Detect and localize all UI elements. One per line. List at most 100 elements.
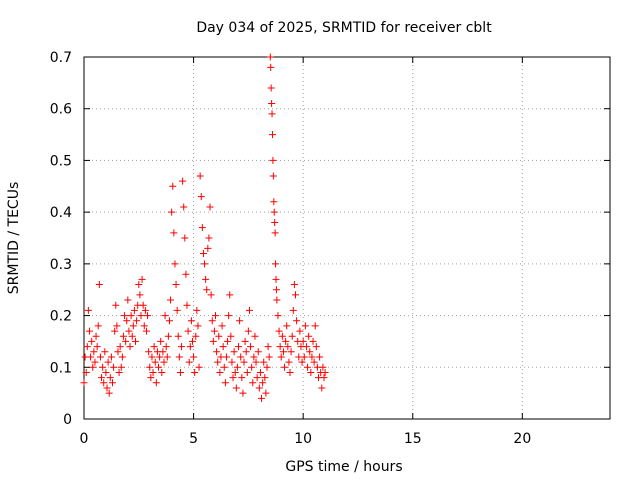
data-point [93,343,101,351]
x-tick-label: 20 [513,431,531,447]
data-point [96,353,104,361]
data-point [214,358,222,366]
data-point [108,379,116,387]
data-point [155,363,163,371]
data-point [260,358,268,366]
data-point [172,281,180,289]
data-point [248,363,256,371]
data-point [270,198,278,206]
plot-frame [83,56,611,420]
data-point [92,332,100,340]
data-point [284,343,292,351]
data-point [305,332,313,340]
data-point [302,343,310,351]
data-point [288,332,296,340]
data-point [278,332,286,340]
data-point [99,363,107,371]
data-point [237,353,245,361]
data-point [144,312,152,320]
data-point [145,348,153,356]
data-point [221,379,229,387]
data-point [139,301,147,309]
data-point [241,337,249,345]
data-point [272,260,280,268]
data-point [146,363,154,371]
data-point [184,327,192,335]
chart-title: Day 034 of 2025, SRMTID for receiver cbl… [196,20,492,36]
data-point [298,358,306,366]
data-point [147,374,155,382]
data-point [110,363,118,371]
data-point [287,348,295,356]
data-point [162,343,170,351]
data-point [271,218,279,226]
data-point [180,203,188,211]
data-point [304,363,312,371]
data-point [156,353,164,361]
data-point [283,322,291,330]
data-point [150,343,158,351]
data-point [175,353,183,361]
data-point [136,291,144,299]
data-point [212,312,219,320]
data-point [192,332,200,340]
y-tick-label: 0.6 [50,102,72,118]
data-point [272,275,280,283]
data-point [80,379,88,387]
grid [84,57,610,419]
data-point [281,363,289,371]
data-point [128,332,136,340]
data-point [185,358,193,366]
data-point [206,203,214,211]
data-point [174,332,182,340]
data-point [140,322,148,330]
data-point [202,275,210,283]
data-point [124,296,132,304]
data-point [269,156,277,164]
data-point [312,343,320,351]
data-point [225,312,233,320]
x-tick-label: 5 [189,431,198,447]
data-point [255,384,263,392]
data-point [285,358,293,366]
data-point [275,327,283,335]
data-point [258,394,266,402]
data-point [301,322,309,330]
data-point [167,296,175,304]
data-point [307,368,315,376]
data-point [213,348,221,356]
data-point [98,374,106,382]
data-point [277,353,285,361]
data-point [231,368,239,376]
data-point [164,332,172,340]
data-point [262,389,270,397]
data-point [103,384,111,392]
data-point [230,348,238,356]
data-point [316,353,324,361]
data-point [254,348,262,356]
data-point [89,363,97,371]
axis-ticks: 0 0.1 0.2 0.3 0.4 0.5 0.6 0.7 0 5 10 15 20 [50,50,610,447]
data-point [186,343,194,351]
data-point [310,358,318,366]
data-point [152,379,160,387]
data-point [122,337,130,345]
x-axis-label: GPS time / hours [285,459,402,475]
data-point [266,53,274,61]
data-point [270,208,278,216]
data-point [118,353,126,361]
data-point [233,363,241,371]
data-point [133,317,141,325]
data-point [84,306,92,314]
data-point [296,327,304,335]
data-point [265,353,273,361]
y-tick-label: 0.1 [50,360,72,376]
data-point [114,348,122,356]
data-point [141,306,149,314]
data-point [268,131,276,139]
data-point [195,363,203,371]
data-point [208,317,216,325]
data-point [121,312,129,320]
data-point [218,322,226,330]
data-point [159,348,167,356]
